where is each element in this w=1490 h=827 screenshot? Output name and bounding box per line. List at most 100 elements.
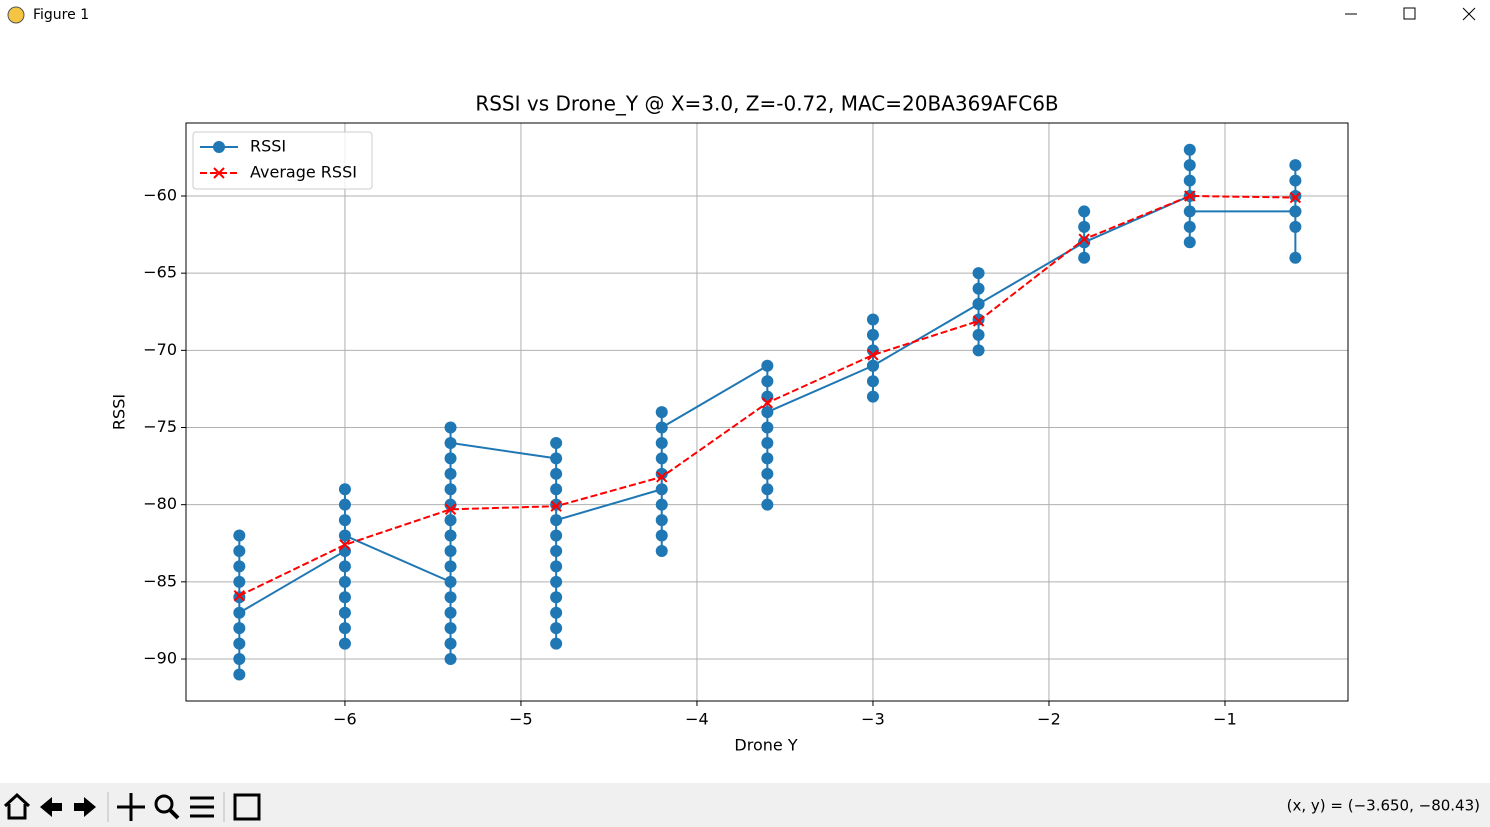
data-point: [338, 637, 351, 650]
back-button[interactable]: [40, 797, 62, 817]
data-point: [1183, 159, 1196, 172]
y-tick-label: −65: [143, 263, 177, 282]
data-point: [550, 560, 563, 573]
y-axis-label: RSSI: [110, 394, 129, 430]
data-point: [233, 606, 246, 619]
data-point: [550, 483, 563, 496]
legend-label: RSSI: [250, 137, 286, 156]
data-point: [1078, 205, 1091, 218]
data-point: [655, 544, 668, 557]
forward-button[interactable]: [74, 797, 96, 817]
data-point: [444, 503, 457, 516]
data-point: [550, 514, 563, 527]
data-point: [233, 637, 246, 650]
zoom-button[interactable]: [154, 794, 174, 814]
data-point: [761, 467, 774, 480]
data-point: [233, 622, 246, 635]
data-point: [233, 560, 246, 573]
data-point: [761, 406, 774, 419]
pan-button[interactable]: [117, 793, 145, 821]
data-point: [655, 436, 668, 449]
data-point: [1289, 174, 1302, 187]
data-point: [1289, 191, 1302, 204]
data-point: [1078, 236, 1091, 249]
y-tick-label: −90: [143, 649, 177, 668]
x-tick-label: −2: [1037, 710, 1061, 729]
y-tick-label: −75: [143, 417, 177, 436]
data-point: [550, 529, 563, 542]
data-point: [550, 637, 563, 650]
zoom-handle: [168, 808, 180, 820]
data-point: [866, 375, 879, 388]
data-point: [972, 267, 985, 280]
x-tick-label: −3: [861, 710, 885, 729]
data-point: [1183, 220, 1196, 233]
chart: RSSI vs Drone_Y @ X=3.0, Z=-0.72, MAC=20…: [110, 92, 1349, 755]
title-bar: [0, 0, 1490, 33]
data-point: [550, 498, 563, 511]
data-point: [233, 529, 246, 542]
data-point: [1289, 159, 1302, 172]
data-point: [444, 467, 457, 480]
data-point: [655, 498, 668, 511]
configure-button[interactable]: [190, 796, 214, 818]
x-tick-label: −5: [509, 710, 533, 729]
data-point: [444, 514, 457, 527]
data-point: [761, 436, 774, 449]
data-point: [1183, 143, 1196, 156]
data-point: [866, 313, 879, 326]
data-point: [444, 591, 457, 604]
data-point: [338, 529, 351, 542]
data-point: [338, 483, 351, 496]
data-point: [550, 467, 563, 480]
data-point: [339, 539, 351, 551]
status-coordinates: (x, y) = (−3.650, −80.43): [1287, 797, 1480, 815]
data-point: [444, 421, 457, 434]
data-point: [1078, 220, 1091, 233]
data-point: [761, 359, 774, 372]
data-point: [338, 591, 351, 604]
data-point: [655, 529, 668, 542]
maximize-button[interactable]: [1403, 7, 1416, 20]
chart-title: RSSI vs Drone_Y @ X=3.0, Z=-0.72, MAC=20…: [475, 92, 1058, 116]
legend-marker: [213, 141, 225, 153]
home-button[interactable]: [3, 792, 31, 820]
data-point: [761, 375, 774, 388]
plot-frame: [185, 122, 1349, 702]
data-point: [550, 544, 563, 557]
data-point: [233, 544, 246, 557]
data-point: [444, 637, 457, 650]
data-point: [972, 313, 985, 326]
close-button[interactable]: [1462, 7, 1476, 21]
data-point: [761, 397, 774, 409]
data-point: [444, 452, 457, 465]
x-tick-label: −1: [1213, 710, 1237, 729]
data-point: [1184, 190, 1196, 202]
data-point: [338, 622, 351, 635]
legend-marker: [213, 167, 225, 179]
data-point: [1289, 190, 1302, 203]
data-point: [444, 560, 457, 573]
data-point: [866, 390, 879, 403]
data-point: [550, 606, 563, 619]
data-point: [338, 606, 351, 619]
data-point: [444, 436, 457, 449]
data-point: [233, 668, 246, 681]
data-point: [444, 622, 457, 635]
legend-label: Average RSSI: [250, 163, 357, 182]
data-point: [550, 452, 563, 465]
y-tick-label: −60: [143, 186, 177, 205]
data-point: [655, 406, 668, 419]
data-point: [1078, 251, 1091, 264]
save-button[interactable]: [233, 793, 261, 821]
data-point: [1289, 251, 1302, 264]
data-point: [338, 498, 351, 511]
data-point: [550, 591, 563, 604]
data-point: [550, 500, 562, 512]
data-point: [233, 575, 246, 588]
data-point: [972, 298, 985, 311]
x-tick-label: −4: [685, 710, 709, 729]
data-point: [1183, 174, 1196, 187]
data-point: [1183, 236, 1196, 249]
